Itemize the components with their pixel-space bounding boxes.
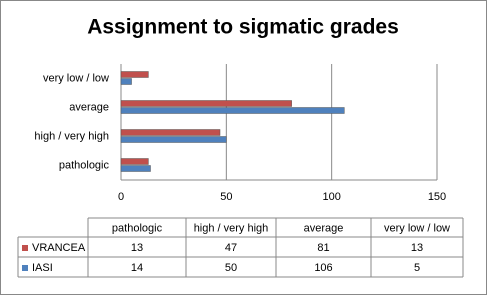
bar xyxy=(120,129,221,136)
table-cell: 5 xyxy=(414,262,420,274)
table-header: high / very high xyxy=(194,222,269,234)
table-header: very low / low xyxy=(384,222,450,234)
y-tick-label: average xyxy=(69,101,109,113)
y-tick-label: very low / low xyxy=(43,72,109,84)
y-tick-label: pathologic xyxy=(59,159,110,171)
table-cell: 13 xyxy=(131,242,143,254)
bar xyxy=(120,158,149,165)
x-tick-label: 50 xyxy=(220,191,232,203)
bar xyxy=(120,107,345,114)
legend-label: VRANCEA xyxy=(32,242,86,254)
table-cell: 13 xyxy=(411,242,423,254)
bar xyxy=(120,78,132,85)
x-tick-label: 150 xyxy=(428,191,446,203)
legend-key xyxy=(22,245,28,251)
chart-title: Assignment to sigmatic grades xyxy=(87,16,399,39)
table-header: pathologic xyxy=(112,222,163,234)
bar xyxy=(120,100,292,107)
bar xyxy=(120,136,227,143)
table-cell: 14 xyxy=(131,262,143,274)
table-cell: 106 xyxy=(314,262,332,274)
bar xyxy=(120,165,151,172)
legend-key xyxy=(22,265,28,271)
table-cell: 50 xyxy=(225,262,237,274)
x-tick-label: 100 xyxy=(322,191,340,203)
y-tick-label: high / very high xyxy=(34,130,109,142)
table-cell: 81 xyxy=(317,242,329,254)
table-header: average xyxy=(304,222,344,234)
table-cell: 47 xyxy=(225,242,237,254)
legend-label: IASI xyxy=(32,262,53,274)
x-tick-label: 0 xyxy=(118,191,124,203)
bar xyxy=(120,71,149,78)
